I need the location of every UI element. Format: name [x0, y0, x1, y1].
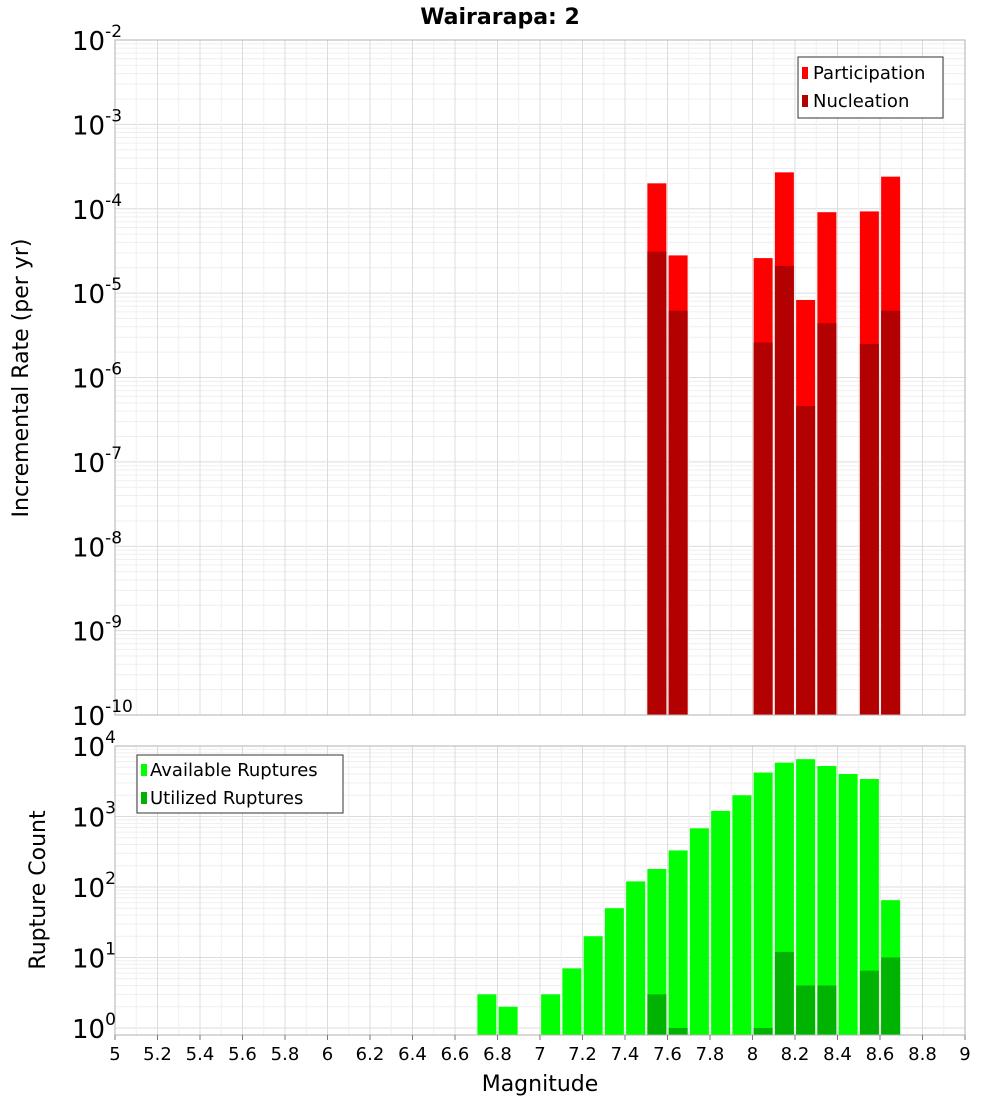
legend-swatch-nucleation: [802, 95, 808, 107]
x-axis-label: Magnitude: [482, 1072, 599, 1097]
y-tick-label: 10-7: [72, 444, 122, 479]
legend-label-available-ruptures: Available Ruptures: [150, 760, 318, 781]
bar-utilized-ruptures: [796, 985, 816, 1035]
x-tick-label: 8.2: [781, 1044, 810, 1065]
legend-swatch-utilized-ruptures: [141, 792, 147, 804]
bar-available-ruptures: [817, 766, 837, 1035]
top-legend-box: [797, 56, 944, 119]
bar-nucleation: [753, 342, 773, 715]
top-plot-frame: [114, 39, 966, 716]
legend-swatch-available-ruptures: [141, 764, 147, 776]
bar-available-ruptures: [647, 868, 667, 1035]
bar-nucleation: [817, 323, 837, 715]
x-tick-label: 8.6: [866, 1044, 895, 1065]
bottom-plot-bars: [477, 759, 901, 1035]
bottom-y-axis-label: Rupture Count: [26, 810, 51, 970]
bar-available-ruptures: [604, 908, 624, 1035]
y-tick-label: 10-8: [72, 528, 122, 563]
bar-utilized-ruptures: [817, 985, 837, 1035]
bar-available-ruptures: [796, 759, 816, 1035]
top-plot-bars: [647, 172, 901, 716]
x-tick-label: 8: [747, 1044, 758, 1065]
legend-label-nucleation: Nucleation: [813, 91, 909, 112]
y-tick-label: 104: [72, 728, 116, 763]
x-tick-label: 6.4: [398, 1044, 427, 1065]
bar-available-ruptures: [562, 968, 582, 1035]
x-tick-label: 5.6: [228, 1044, 257, 1065]
bar-utilized-ruptures: [647, 994, 667, 1035]
x-tick-label: 6.8: [483, 1044, 512, 1065]
x-tick-label: 5.8: [271, 1044, 300, 1065]
y-tick-label: 10-4: [72, 191, 122, 226]
bar-available-ruptures: [753, 772, 773, 1035]
bar-available-ruptures: [711, 810, 731, 1035]
bottom-legend-box: [136, 754, 344, 814]
bar-utilized-ruptures: [881, 957, 901, 1035]
x-tick-label: 5.2: [143, 1044, 172, 1065]
x-tick-label: 5.4: [186, 1044, 215, 1065]
bar-nucleation: [668, 310, 688, 715]
bar-utilized-ruptures: [753, 1027, 773, 1035]
bar-available-ruptures: [498, 1006, 518, 1035]
bar-utilized-ruptures: [859, 970, 879, 1035]
bar-available-ruptures: [583, 936, 603, 1035]
y-tick-label: 10-9: [72, 613, 122, 648]
chart-title: Wairarapa: 2: [420, 5, 580, 30]
top-y-tick-labels: 10-10 10-9 10-8 10-7 10-6 10-5 10-4 10-3 10-2: [72, 22, 133, 732]
x-tick-label: 6.6: [441, 1044, 470, 1065]
x-tick-label: 7.8: [696, 1044, 725, 1065]
x-tick-label: 6.2: [356, 1044, 385, 1065]
y-tick-label: 100: [72, 1010, 116, 1045]
bar-available-ruptures: [689, 828, 709, 1035]
bar-nucleation: [881, 310, 901, 715]
y-tick-label: 10-6: [72, 360, 122, 395]
top-y-axis-label: Incremental Rate (per yr): [9, 239, 34, 518]
top-legend: Participation Nucleation: [797, 56, 944, 119]
bar-available-ruptures: [838, 774, 858, 1035]
legend-swatch-participation: [802, 67, 808, 79]
y-tick-label: 10-10: [72, 697, 133, 732]
x-tick-label: 6: [322, 1044, 333, 1065]
bar-available-ruptures: [477, 994, 497, 1035]
bar-utilized-ruptures: [668, 1027, 688, 1035]
bar-nucleation: [774, 265, 794, 715]
x-tick-label: 7.4: [611, 1044, 640, 1065]
legend-label-utilized-ruptures: Utilized Ruptures: [150, 788, 303, 809]
bar-available-ruptures: [668, 850, 688, 1035]
y-tick-label: 101: [72, 939, 116, 974]
top-plot-grid: [114, 40, 966, 716]
x-tick-labels: 5 5.2 5.4 5.6 5.8 6 6.2 6.4 6.6 6.8 7 7.2 7.4 7.6 7.8 8…: [109, 1035, 971, 1065]
bar-available-ruptures: [626, 881, 646, 1035]
bar-available-ruptures: [541, 994, 561, 1035]
x-tick-label: 8.4: [823, 1044, 852, 1065]
bar-nucleation: [647, 251, 667, 715]
bottom-legend: Available Ruptures Utilized Ruptures: [136, 754, 344, 814]
y-tick-label: 10-3: [72, 106, 122, 141]
x-tick-label: 8.8: [908, 1044, 937, 1065]
y-tick-label: 102: [72, 869, 116, 904]
y-tick-label: 10-5: [72, 275, 122, 310]
x-tick-label: 5: [109, 1044, 120, 1065]
x-tick-label: 7.6: [653, 1044, 682, 1065]
bar-nucleation: [796, 405, 816, 715]
bar-available-ruptures: [732, 795, 752, 1035]
x-tick-label: 7: [534, 1044, 545, 1065]
bottom-y-tick-labels: 100 101 102 103 104: [72, 728, 116, 1045]
bar-utilized-ruptures: [774, 951, 794, 1035]
legend-label-participation: Participation: [813, 63, 925, 84]
x-tick-label: 7.2: [568, 1044, 597, 1065]
bar-nucleation: [859, 343, 879, 715]
x-tick-label: 9: [959, 1044, 970, 1065]
y-tick-label: 103: [72, 798, 116, 833]
y-tick-label: 10-2: [72, 22, 122, 57]
